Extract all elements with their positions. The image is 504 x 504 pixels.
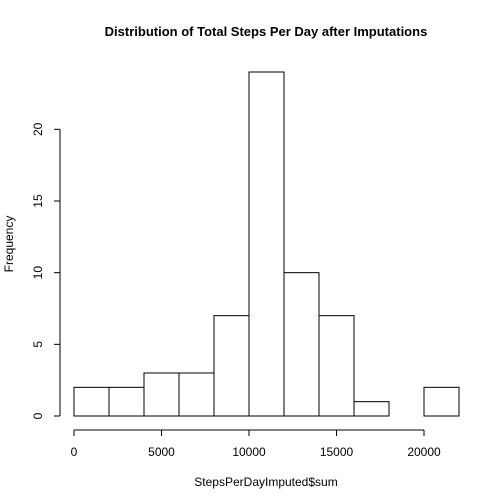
x-axis-label: StepsPerDayImputed$sum [194, 475, 337, 489]
histogram-bar-0 [73, 386, 110, 417]
y-tick-label-0: 0 [31, 412, 45, 419]
x-tick-label-0: 0 [71, 445, 78, 459]
histogram-bar-10 [423, 386, 460, 417]
histogram-bar-8 [353, 401, 390, 417]
histogram-bar-5 [248, 71, 285, 417]
x-tick-label-4: 20000 [407, 445, 441, 459]
y-tick-label-3: 15 [31, 194, 45, 208]
chart-title: Distribution of Total Steps Per Day afte… [105, 24, 428, 39]
histogram-bar-3 [178, 372, 215, 417]
y-axis-label: Frequency [2, 216, 16, 273]
x-tick-label-2: 10000 [232, 445, 266, 459]
histogram-bar-6 [283, 272, 320, 417]
x-tick-label-1: 5000 [148, 445, 175, 459]
histogram-bar-2 [143, 372, 180, 417]
y-tick-label-1: 5 [31, 341, 45, 348]
y-tick-label-2: 10 [31, 266, 45, 280]
histogram-bar-1 [108, 386, 145, 417]
bars-group [73, 71, 460, 417]
histogram-bar-7 [318, 315, 355, 417]
histogram-bar-4 [213, 315, 250, 417]
y-axis: 0 5 10 15 20 [31, 122, 61, 419]
y-tick-label-4: 20 [31, 122, 45, 136]
x-axis: 0 5000 10000 15000 20000 [71, 429, 441, 459]
x-tick-label-3: 15000 [320, 445, 354, 459]
